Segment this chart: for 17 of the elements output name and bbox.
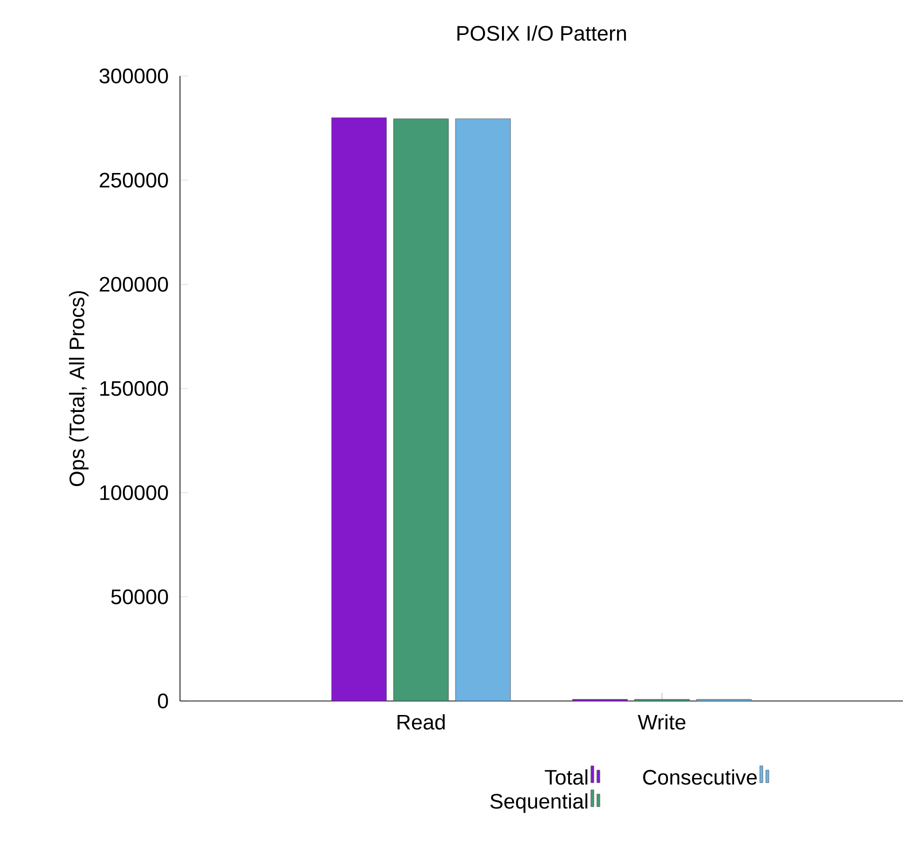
- y-axis-title: Ops (Total, All Procs): [68, 291, 89, 486]
- y-tick-label: 150000: [100, 381, 168, 396]
- y-tick-label: 0: [158, 694, 168, 708]
- chart-title: POSIX I/O Pattern: [457, 25, 626, 41]
- y-tick-label: 50000: [111, 589, 168, 604]
- bar: [331, 117, 387, 701]
- x-tick-label: Write: [638, 714, 686, 730]
- y-tick-label: 200000: [100, 276, 168, 292]
- legend-label: Sequential: [490, 793, 588, 813]
- y-tick-label: 300000: [100, 68, 168, 84]
- legend-label: Total: [544, 769, 588, 785]
- y-tick-label: 250000: [100, 172, 168, 188]
- y-tick-label: 100000: [100, 485, 168, 500]
- legend-label: Consecutive: [643, 769, 757, 785]
- x-tick-label: Read: [398, 714, 445, 730]
- bar: [393, 118, 449, 701]
- bar: [455, 118, 511, 701]
